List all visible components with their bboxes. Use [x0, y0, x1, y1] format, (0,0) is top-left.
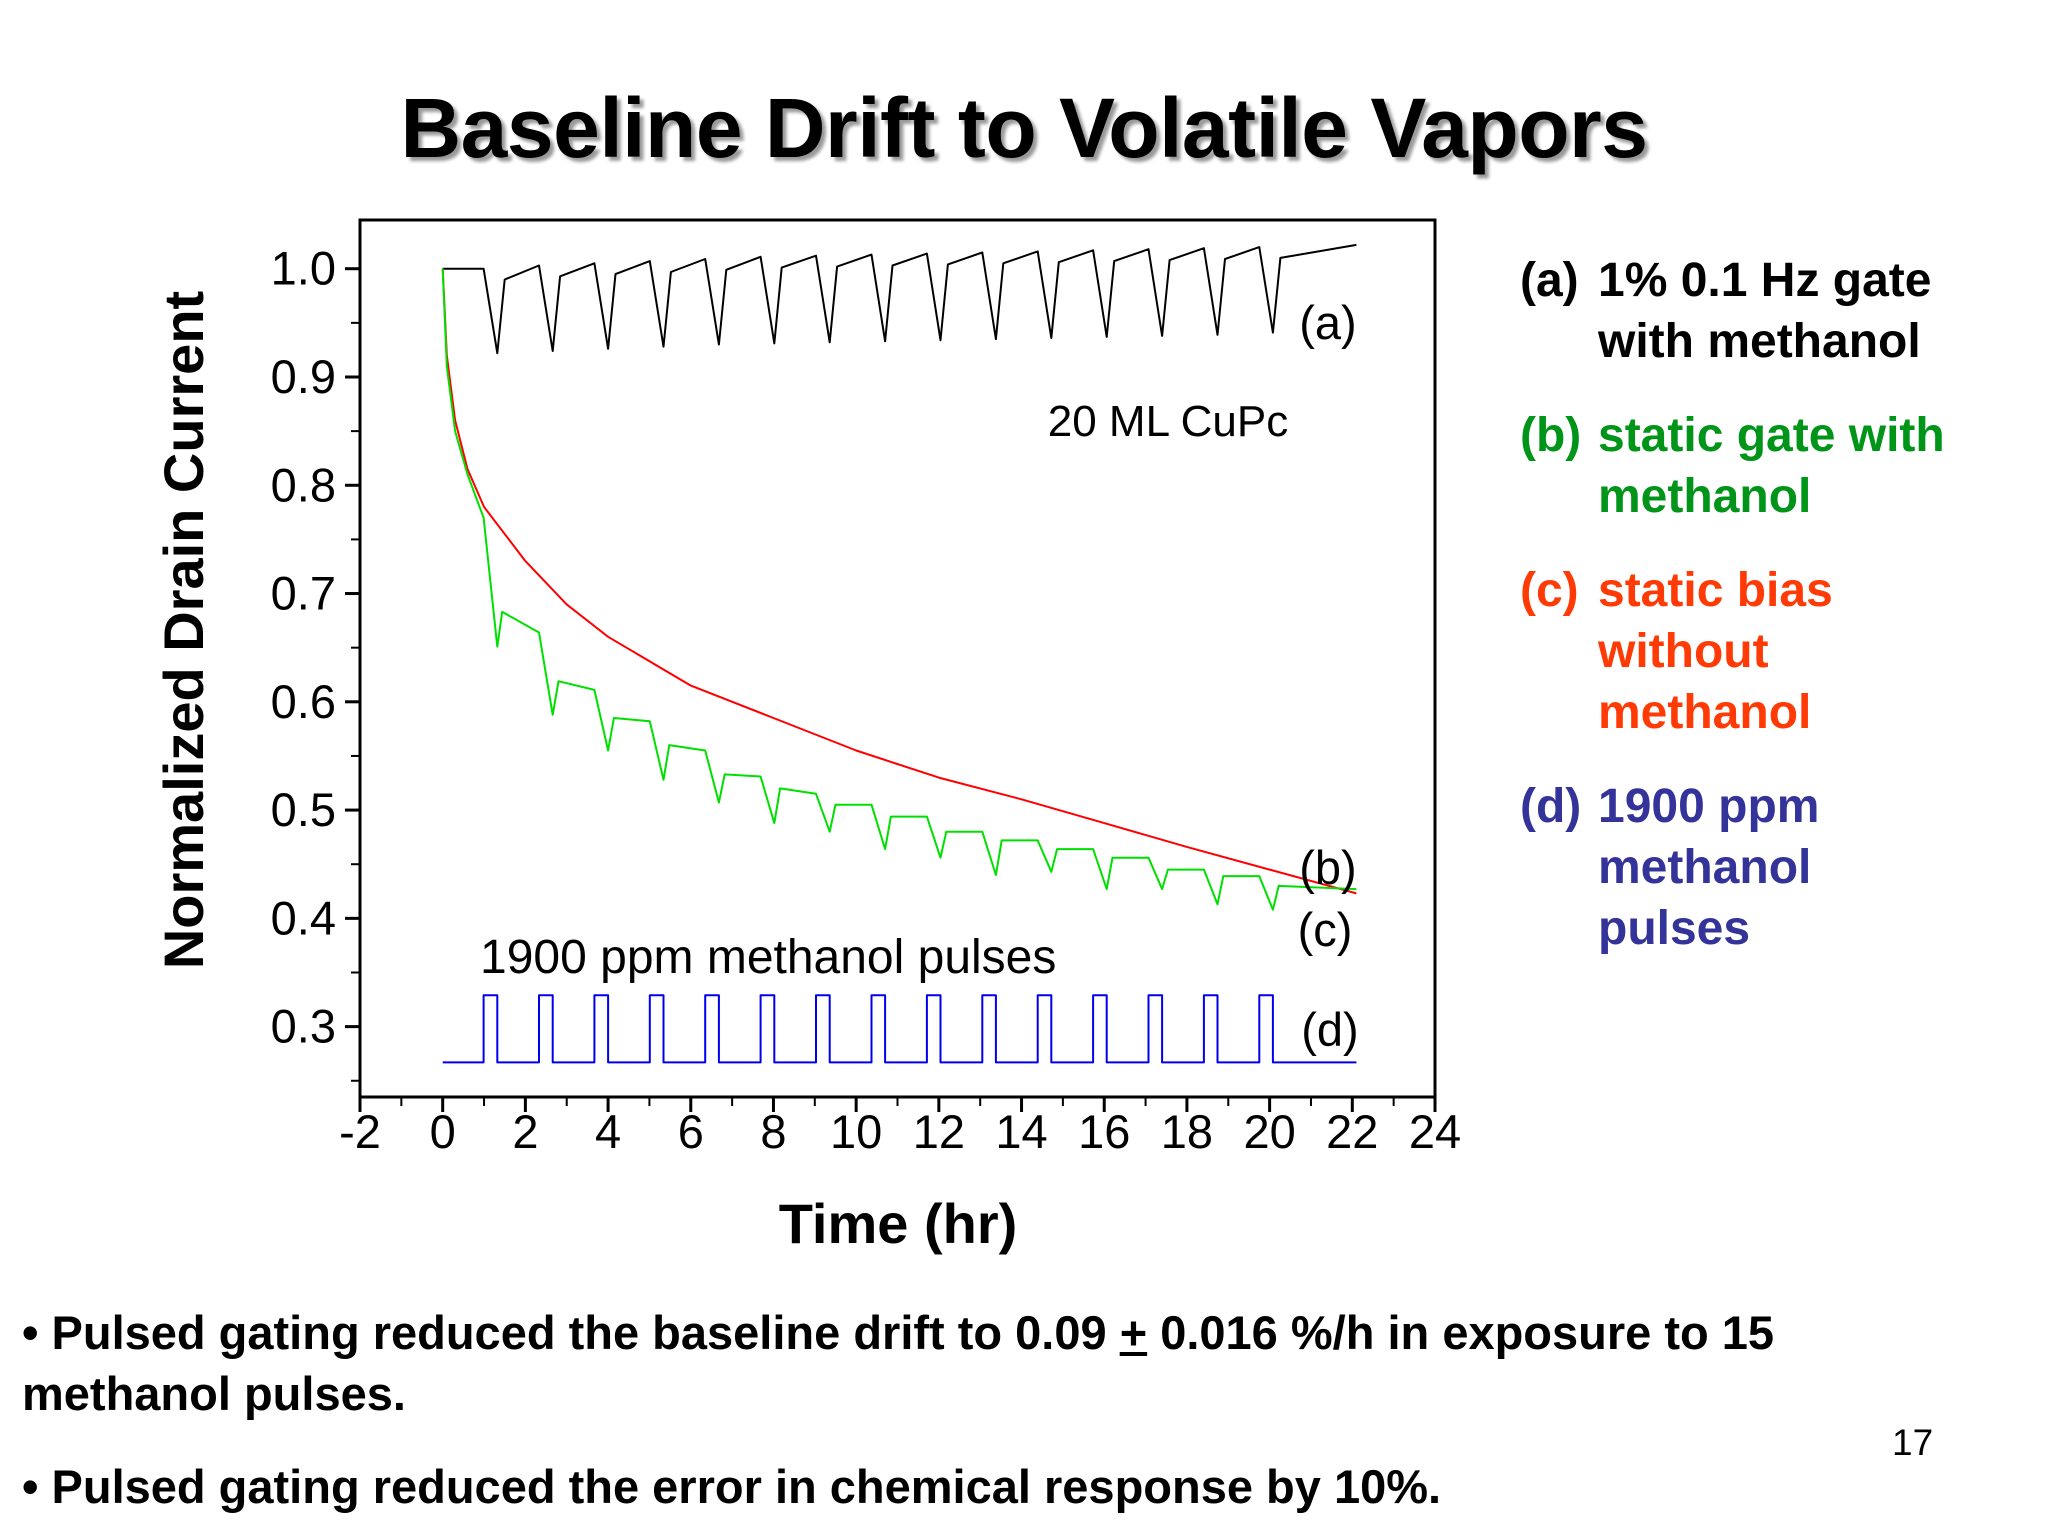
series-a-line: [442, 243, 1357, 355]
x-tick-label: 8: [760, 1105, 786, 1158]
legend-text: methanol: [1598, 686, 1812, 739]
legend-tag: [1520, 466, 1598, 527]
x-tick-label: -2: [339, 1105, 381, 1158]
x-tick-label: 6: [678, 1105, 704, 1158]
bullet-2: • Pulsed gating reduced the error in che…: [22, 1456, 1902, 1517]
y-axis-label: Normalized Drain Current: [152, 291, 215, 969]
series-d-line: [442, 994, 1357, 1064]
legend-entry-c: (c) static bias without methanol: [1520, 560, 1945, 743]
x-tick-label: 0: [430, 1105, 456, 1158]
annotation-sample: 20 ML CuPc: [1048, 397, 1288, 446]
x-axis-label: Time (hr): [779, 1192, 1018, 1255]
annotation-d: (d): [1301, 1003, 1358, 1056]
page-number: 17: [1892, 1422, 1934, 1463]
x-tick-label: 10: [830, 1105, 882, 1158]
series-c-line: [441, 268, 1357, 895]
x-tick-label: 16: [1078, 1105, 1130, 1158]
y-tick-label: 0.7: [271, 567, 336, 620]
legend-entry-d: (d) 1900 ppm methanol pulses: [1520, 776, 1945, 959]
x-tick-label: 12: [913, 1105, 965, 1158]
annotation-b: (b): [1299, 841, 1356, 894]
legend-tag: [1520, 311, 1598, 372]
y-tick-label: 0.4: [271, 891, 336, 944]
bullet-1-text: • Pulsed gating reduced the baseline dri…: [22, 1306, 1120, 1359]
legend-text: methanol: [1598, 841, 1812, 894]
legend-tag: (c): [1520, 564, 1579, 617]
legend-text: static gate with: [1598, 409, 1945, 462]
legend-text: with methanol: [1598, 315, 1921, 368]
legend-tag: (b): [1520, 409, 1582, 462]
annotation-c: (c): [1298, 903, 1353, 956]
slide-title: Baseline Drift to Volatile Vapors: [400, 81, 1648, 175]
y-tick-label: 0.6: [271, 675, 336, 728]
legend-tag: [1520, 837, 1598, 898]
legend-tag: [1520, 898, 1598, 959]
legend-text: 1% 0.1 Hz gate: [1598, 254, 1932, 307]
x-tick-label: 18: [1161, 1105, 1213, 1158]
bullet-2-text: • Pulsed gating reduced the error in che…: [22, 1460, 1442, 1513]
series-b-line: [441, 268, 1357, 911]
tick-layer: -2 0 2 4 6 8 10 12 14 16 18 20 22 240.30.40.50.60.70.…: [271, 242, 1461, 1158]
x-tick-label: 24: [1409, 1105, 1461, 1158]
legend-text: static bias: [1598, 564, 1833, 617]
series-layer: [441, 243, 1357, 1064]
legend-entry-b: (b) static gate with methanol: [1520, 405, 1945, 527]
legend-tag: (d): [1520, 780, 1582, 833]
y-tick-label: 0.3: [271, 1000, 336, 1053]
legend-text: without: [1598, 625, 1769, 678]
plus-minus-sign: +: [1119, 1306, 1148, 1359]
bullet-1-text-end: 0.016 %/h in exposure to 15 methanol pul…: [22, 1306, 1775, 1420]
legend-tag: [1520, 682, 1598, 743]
legend-tag: (a): [1520, 254, 1579, 307]
y-tick-label: 0.9: [271, 350, 336, 403]
y-tick-label: 1.0: [271, 242, 336, 295]
x-tick-label: 2: [512, 1105, 538, 1158]
y-tick-label: 0.5: [271, 783, 336, 836]
legend-text: 1900 ppm: [1598, 780, 1820, 833]
bullet-1: • Pulsed gating reduced the baseline dri…: [22, 1302, 1902, 1424]
legend: (a) 1% 0.1 Hz gate with methanol (b) static …: [1520, 250, 1945, 959]
x-tick-label: 22: [1326, 1105, 1378, 1158]
y-tick-label: 0.8: [271, 458, 336, 511]
x-tick-label: 14: [995, 1105, 1047, 1158]
legend-entry-a: (a) 1% 0.1 Hz gate with methanol: [1520, 250, 1945, 372]
annotation-pulses: 1900 ppm methanol pulses: [480, 931, 1056, 984]
legend-tag: [1520, 621, 1598, 682]
legend-text: methanol: [1598, 470, 1812, 523]
annotation-a: (a): [1299, 296, 1356, 349]
x-tick-label: 4: [595, 1105, 621, 1158]
legend-text: pulses: [1598, 902, 1751, 955]
x-tick-label: 20: [1243, 1105, 1295, 1158]
